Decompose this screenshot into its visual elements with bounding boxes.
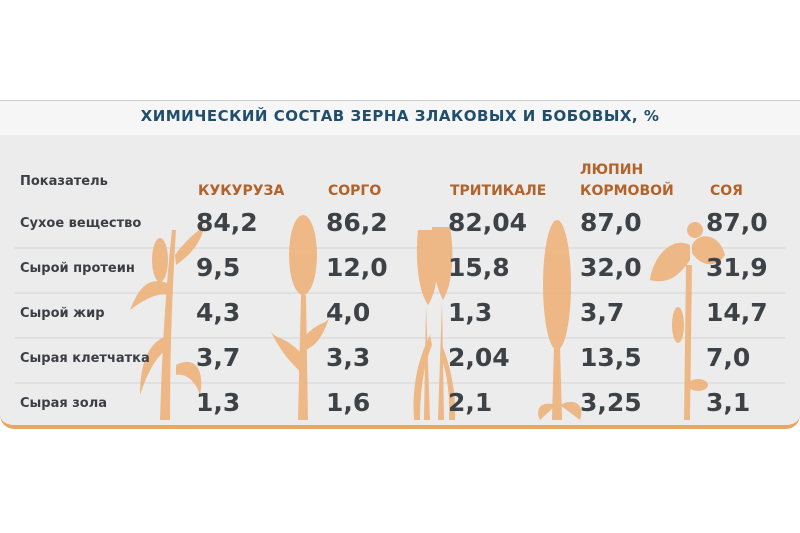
value-cell: 31,9: [706, 253, 768, 282]
value-cell: 13,5: [580, 343, 642, 372]
value-cell: 3,7: [580, 298, 625, 327]
value-cell: 4,3: [196, 298, 241, 327]
value-cell: 1,6: [326, 388, 371, 417]
plant-illustrations: [15, 215, 785, 420]
value-cell: 32,0: [580, 253, 642, 282]
column-header: СОРГО: [328, 183, 382, 199]
row-label: Сухое вещество: [20, 216, 142, 231]
value-cell: 1,3: [448, 298, 493, 327]
column-header: КУКУРУЗА: [198, 183, 285, 199]
value-cell: 3,3: [326, 343, 371, 372]
value-cell: 15,8: [448, 253, 510, 282]
value-cell: 3,1: [706, 388, 751, 417]
table-panel: [0, 135, 800, 429]
value-cell: 14,7: [706, 298, 768, 327]
value-cell: 12,0: [326, 253, 388, 282]
title-band: [0, 100, 800, 135]
value-cell: 3,7: [196, 343, 241, 372]
value-cell: 87,0: [706, 208, 768, 237]
value-cell: 2,04: [448, 343, 510, 372]
column-header: ЛЮПИН КОРМОВОЙ: [580, 162, 674, 199]
value-cell: 7,0: [706, 343, 751, 372]
value-cell: 4,0: [326, 298, 371, 327]
value-cell: 9,5: [196, 253, 241, 282]
row-label: Сырой протеин: [20, 261, 135, 276]
value-cell: 2,1: [448, 388, 493, 417]
title: ХИМИЧЕСКИЙ СОСТАВ ЗЕРНА ЗЛАКОВЫХ И БОБОВ…: [140, 107, 660, 125]
value-cell: 82,04: [448, 208, 528, 237]
value-cell: 87,0: [580, 208, 642, 237]
column-header: СОЯ: [710, 183, 743, 199]
row-label: Сырая зола: [20, 396, 108, 411]
row-label: Сырая клетчатка: [20, 351, 150, 366]
value-cell: 1,3: [196, 388, 241, 417]
value-cell: 84,2: [196, 208, 258, 237]
column-header: ТРИТИКАЛЕ: [450, 183, 547, 199]
value-cell: 3,25: [580, 388, 642, 417]
row-label: Сырой жир: [20, 306, 105, 321]
column-header-label: Показатель: [20, 174, 108, 189]
value-cell: 86,2: [326, 208, 388, 237]
